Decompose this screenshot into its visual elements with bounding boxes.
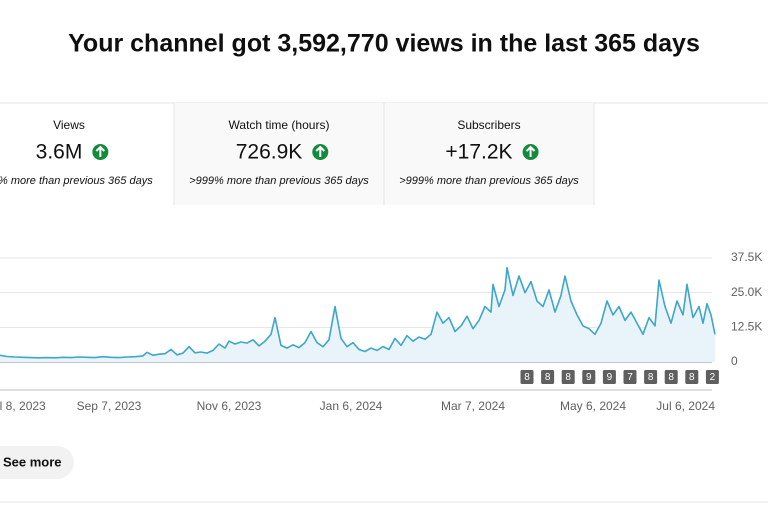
up-arrow [525, 145, 536, 157]
x-tick-label: May 6, 2024 [560, 399, 626, 413]
y-tick-label: 25.0K [731, 285, 762, 299]
annotation-label: 8 [565, 372, 571, 383]
y-tick-label: 0 [731, 354, 738, 368]
x-tick-label: Mar 7, 2024 [441, 399, 505, 413]
annotation-marker [582, 370, 596, 384]
metric-note: >999% more than previous 365 days [399, 175, 579, 187]
line [0, 266, 716, 359]
metric-cards[interactable]: Views 3.6M % more than previous 365 days Wa… [0, 118, 579, 187]
annotation-label: 8 [648, 372, 654, 383]
blurred-card [643, 112, 767, 164]
title: Your channel got 3,592,770 views in the … [68, 30, 700, 58]
metric-value: +17.2K [445, 141, 512, 164]
annotation-marker [520, 370, 534, 384]
x-tick-label: Jul 8, 2023 [0, 399, 46, 413]
metric-note: % more than previous 365 days [0, 175, 153, 187]
annotation-label: 9 [586, 372, 592, 383]
annotation-label: 7 [627, 372, 633, 383]
annotation-marker [602, 370, 616, 384]
annotation-label: 2 [710, 372, 716, 383]
annotation-marker [664, 370, 678, 384]
y-tick-label: 37.5K [731, 250, 762, 264]
y-tick-label: 12.5K [731, 320, 762, 334]
metric-label: Subscribers [457, 118, 520, 132]
metric-note: >999% more than previous 365 days [189, 175, 369, 187]
see-more-label[interactable]: See more [3, 454, 62, 469]
metric-value: 726.9K [236, 141, 303, 164]
x-tick-label: Nov 6, 2023 [197, 399, 262, 413]
annotation-label: 8 [545, 372, 551, 383]
annotation-marker [541, 370, 555, 384]
annotation-marker [644, 370, 658, 384]
annotation-label: 8 [689, 372, 695, 383]
x-tick-label: Sep 7, 2023 [77, 399, 142, 413]
metric-label: Watch time (hours) [229, 118, 330, 132]
chart: 0 12.5K 25.0K 37.5K Jul 8, 2023 Sep 7, 2023 No… [0, 250, 762, 413]
up-arrow [95, 145, 106, 157]
metric-label: Views [53, 118, 85, 132]
annotation-marker [561, 370, 575, 384]
up-arrow [315, 145, 325, 157]
annotation-marker [623, 370, 637, 384]
annotation-label: 8 [668, 372, 674, 383]
x-tick-label: Jan 6, 2024 [320, 399, 383, 413]
annotation-marker [685, 370, 699, 384]
area [0, 267, 715, 362]
annotation-label: 9 [607, 372, 613, 383]
annotation-label: 8 [524, 372, 530, 383]
annotation-marker [705, 370, 719, 384]
x-tick-label: Jul 6, 2024 [656, 399, 715, 413]
see-more-button[interactable] [0, 446, 74, 479]
metric-value: 3.6M [36, 141, 83, 164]
